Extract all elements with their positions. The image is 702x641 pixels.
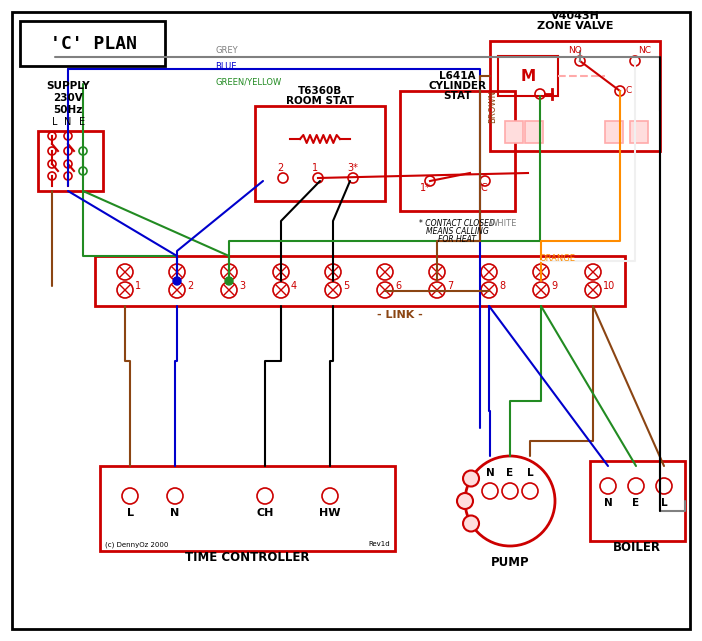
Text: 230V: 230V <box>53 93 83 103</box>
Text: BROWN: BROWN <box>488 90 497 123</box>
Text: M: M <box>520 69 536 83</box>
Text: E: E <box>79 117 85 127</box>
Text: V4043H: V4043H <box>550 11 600 21</box>
Bar <box>255 106 385 201</box>
Text: E: E <box>506 468 514 478</box>
Text: N: N <box>486 468 494 478</box>
Bar <box>498 56 558 96</box>
Text: 9: 9 <box>551 281 557 291</box>
Text: Rev1d: Rev1d <box>369 541 390 547</box>
Text: 3: 3 <box>239 281 245 291</box>
Text: 8: 8 <box>499 281 505 291</box>
Text: N: N <box>65 117 72 127</box>
Text: BOILER: BOILER <box>613 541 661 554</box>
Text: NO: NO <box>568 46 582 55</box>
Text: WHITE: WHITE <box>490 219 517 228</box>
Text: C: C <box>480 183 486 193</box>
Text: 3*: 3* <box>347 163 358 173</box>
Bar <box>95 256 625 306</box>
Text: CH: CH <box>256 508 274 518</box>
Text: PUMP: PUMP <box>491 556 529 569</box>
Text: 6: 6 <box>395 281 401 291</box>
Text: L: L <box>52 117 58 127</box>
Text: 2: 2 <box>187 281 193 291</box>
Text: (c) DennyOz 2000: (c) DennyOz 2000 <box>105 541 168 547</box>
Text: 1: 1 <box>135 281 141 291</box>
Circle shape <box>225 277 233 285</box>
Bar <box>605 121 623 143</box>
Text: 4: 4 <box>291 281 297 291</box>
Circle shape <box>457 493 473 509</box>
Text: 1*: 1* <box>420 183 431 193</box>
Text: HW: HW <box>319 508 340 518</box>
Text: GREEN/YELLOW: GREEN/YELLOW <box>215 77 282 86</box>
Text: TIME CONTROLLER: TIME CONTROLLER <box>185 551 310 564</box>
Text: T6360B: T6360B <box>298 86 342 96</box>
Bar <box>20 21 165 66</box>
Circle shape <box>173 277 181 285</box>
Bar <box>490 41 660 151</box>
Text: BLUE: BLUE <box>215 62 237 71</box>
Text: 1: 1 <box>312 163 318 173</box>
Bar <box>400 91 515 211</box>
Text: ROOM STAT: ROOM STAT <box>286 96 354 106</box>
Text: 7: 7 <box>447 281 453 291</box>
Text: CYLINDER: CYLINDER <box>428 81 486 91</box>
Text: GREY: GREY <box>215 46 237 55</box>
Bar <box>505 121 523 143</box>
Text: E: E <box>633 498 640 508</box>
Text: 10: 10 <box>603 281 615 291</box>
Text: 5: 5 <box>343 281 350 291</box>
Bar <box>630 121 648 143</box>
Text: - LINK -: - LINK - <box>377 310 423 320</box>
Text: N: N <box>604 498 612 508</box>
Text: L641A: L641A <box>439 71 475 81</box>
Text: FOR HEAT: FOR HEAT <box>438 235 476 244</box>
Text: SUPPLY: SUPPLY <box>46 81 90 91</box>
Text: N: N <box>171 508 180 518</box>
Text: 'C' PLAN: 'C' PLAN <box>50 35 136 53</box>
Text: NC: NC <box>638 46 651 55</box>
Text: ZONE VALVE: ZONE VALVE <box>537 21 614 31</box>
Circle shape <box>463 515 479 531</box>
Text: MEANS CALLING: MEANS CALLING <box>425 227 489 236</box>
Bar <box>590 461 685 541</box>
Circle shape <box>463 470 479 487</box>
Text: L: L <box>661 498 668 508</box>
Bar <box>38 131 103 191</box>
Text: L: L <box>526 468 534 478</box>
Bar <box>525 121 543 143</box>
Text: 2: 2 <box>277 163 283 173</box>
Text: C: C <box>626 86 633 95</box>
Text: ORANGE: ORANGE <box>540 254 576 263</box>
Text: 50Hz: 50Hz <box>53 105 83 115</box>
Text: L: L <box>126 508 133 518</box>
Text: STAT: STAT <box>443 91 471 101</box>
Text: * CONTACT CLOSED: * CONTACT CLOSED <box>419 219 495 228</box>
Bar <box>100 466 395 551</box>
